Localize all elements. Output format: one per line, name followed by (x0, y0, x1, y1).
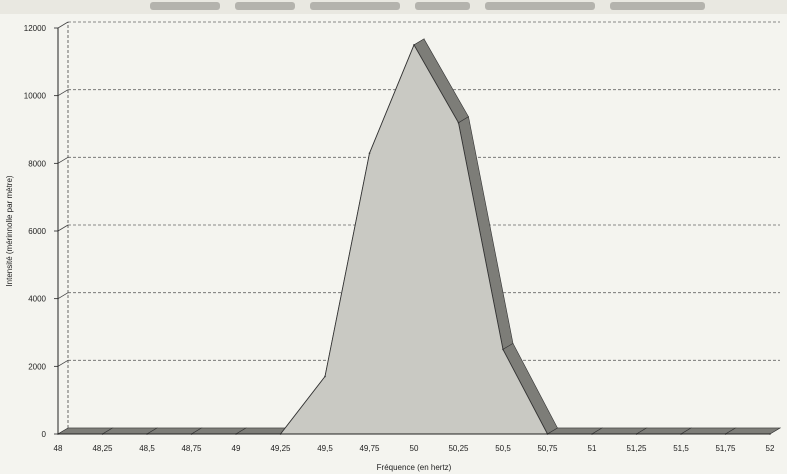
y-tick-label: 2000 (28, 362, 46, 371)
gridline-depth (57, 292, 69, 300)
x-tick-label: 50,25 (448, 444, 469, 453)
x-tick-label: 52 (766, 444, 775, 453)
x-tick-labels: 48 48,25 48,5 48,75 49 49,25 49,5 49,75 50 50,25 5… (54, 444, 775, 453)
x-tick-label: 51 (588, 444, 597, 453)
y-tick-label: 0 (42, 430, 47, 439)
data-point (324, 375, 326, 378)
title-fragment (415, 2, 470, 10)
y-tick-label: 12000 (24, 24, 47, 33)
x-tick-label: 48,25 (92, 444, 113, 453)
x-tick-label: 48 (54, 444, 63, 453)
area-front-face (58, 43, 770, 435)
y-tick-label: 8000 (28, 159, 46, 168)
x-tick-label: 50,5 (495, 444, 511, 453)
title-fragment (235, 2, 295, 10)
data-point (502, 348, 504, 351)
data-point (457, 121, 460, 124)
y-tick-labels: 0 2000 4000 6000 8000 10000 12000 (24, 24, 47, 439)
data-point (368, 152, 371, 154)
series-area (56, 38, 782, 435)
x-tick-label: 50,75 (537, 444, 558, 453)
x-tick-label: 50 (410, 444, 419, 453)
cropped-title-strip (0, 0, 787, 14)
y-tick-label: 4000 (28, 295, 46, 304)
y-tick-label: 10000 (24, 92, 47, 101)
y-axis-title: Intensité (mérinnolle par mètre) (5, 175, 14, 286)
x-tick-label: 48,75 (181, 444, 202, 453)
title-fragment (485, 2, 595, 10)
y-tick-label: 6000 (28, 227, 46, 236)
x-axis-title: Fréquence (en hertz) (377, 463, 452, 472)
x-tick-label: 49,25 (270, 444, 291, 453)
gridline-depth (57, 89, 69, 97)
x-tick-label: 51,5 (673, 444, 689, 453)
x-tick-label: 51,25 (626, 444, 647, 453)
x-tick-label: 51,75 (715, 444, 736, 453)
area-side-face (724, 427, 782, 435)
axes (54, 22, 770, 435)
title-fragment (150, 2, 220, 10)
gridline-depth (57, 359, 69, 367)
gridline-depth (57, 156, 69, 164)
x-tick-label: 49 (232, 444, 241, 453)
gridline-depth (57, 224, 69, 232)
data-point (413, 44, 415, 46)
title-fragment (310, 2, 400, 10)
x-tick-label: 48,5 (139, 444, 155, 453)
x-tick-label: 49,75 (359, 444, 380, 453)
x-tick-label: 49,5 (317, 444, 333, 453)
title-fragment (610, 2, 705, 10)
gridline-depth (57, 21, 69, 29)
